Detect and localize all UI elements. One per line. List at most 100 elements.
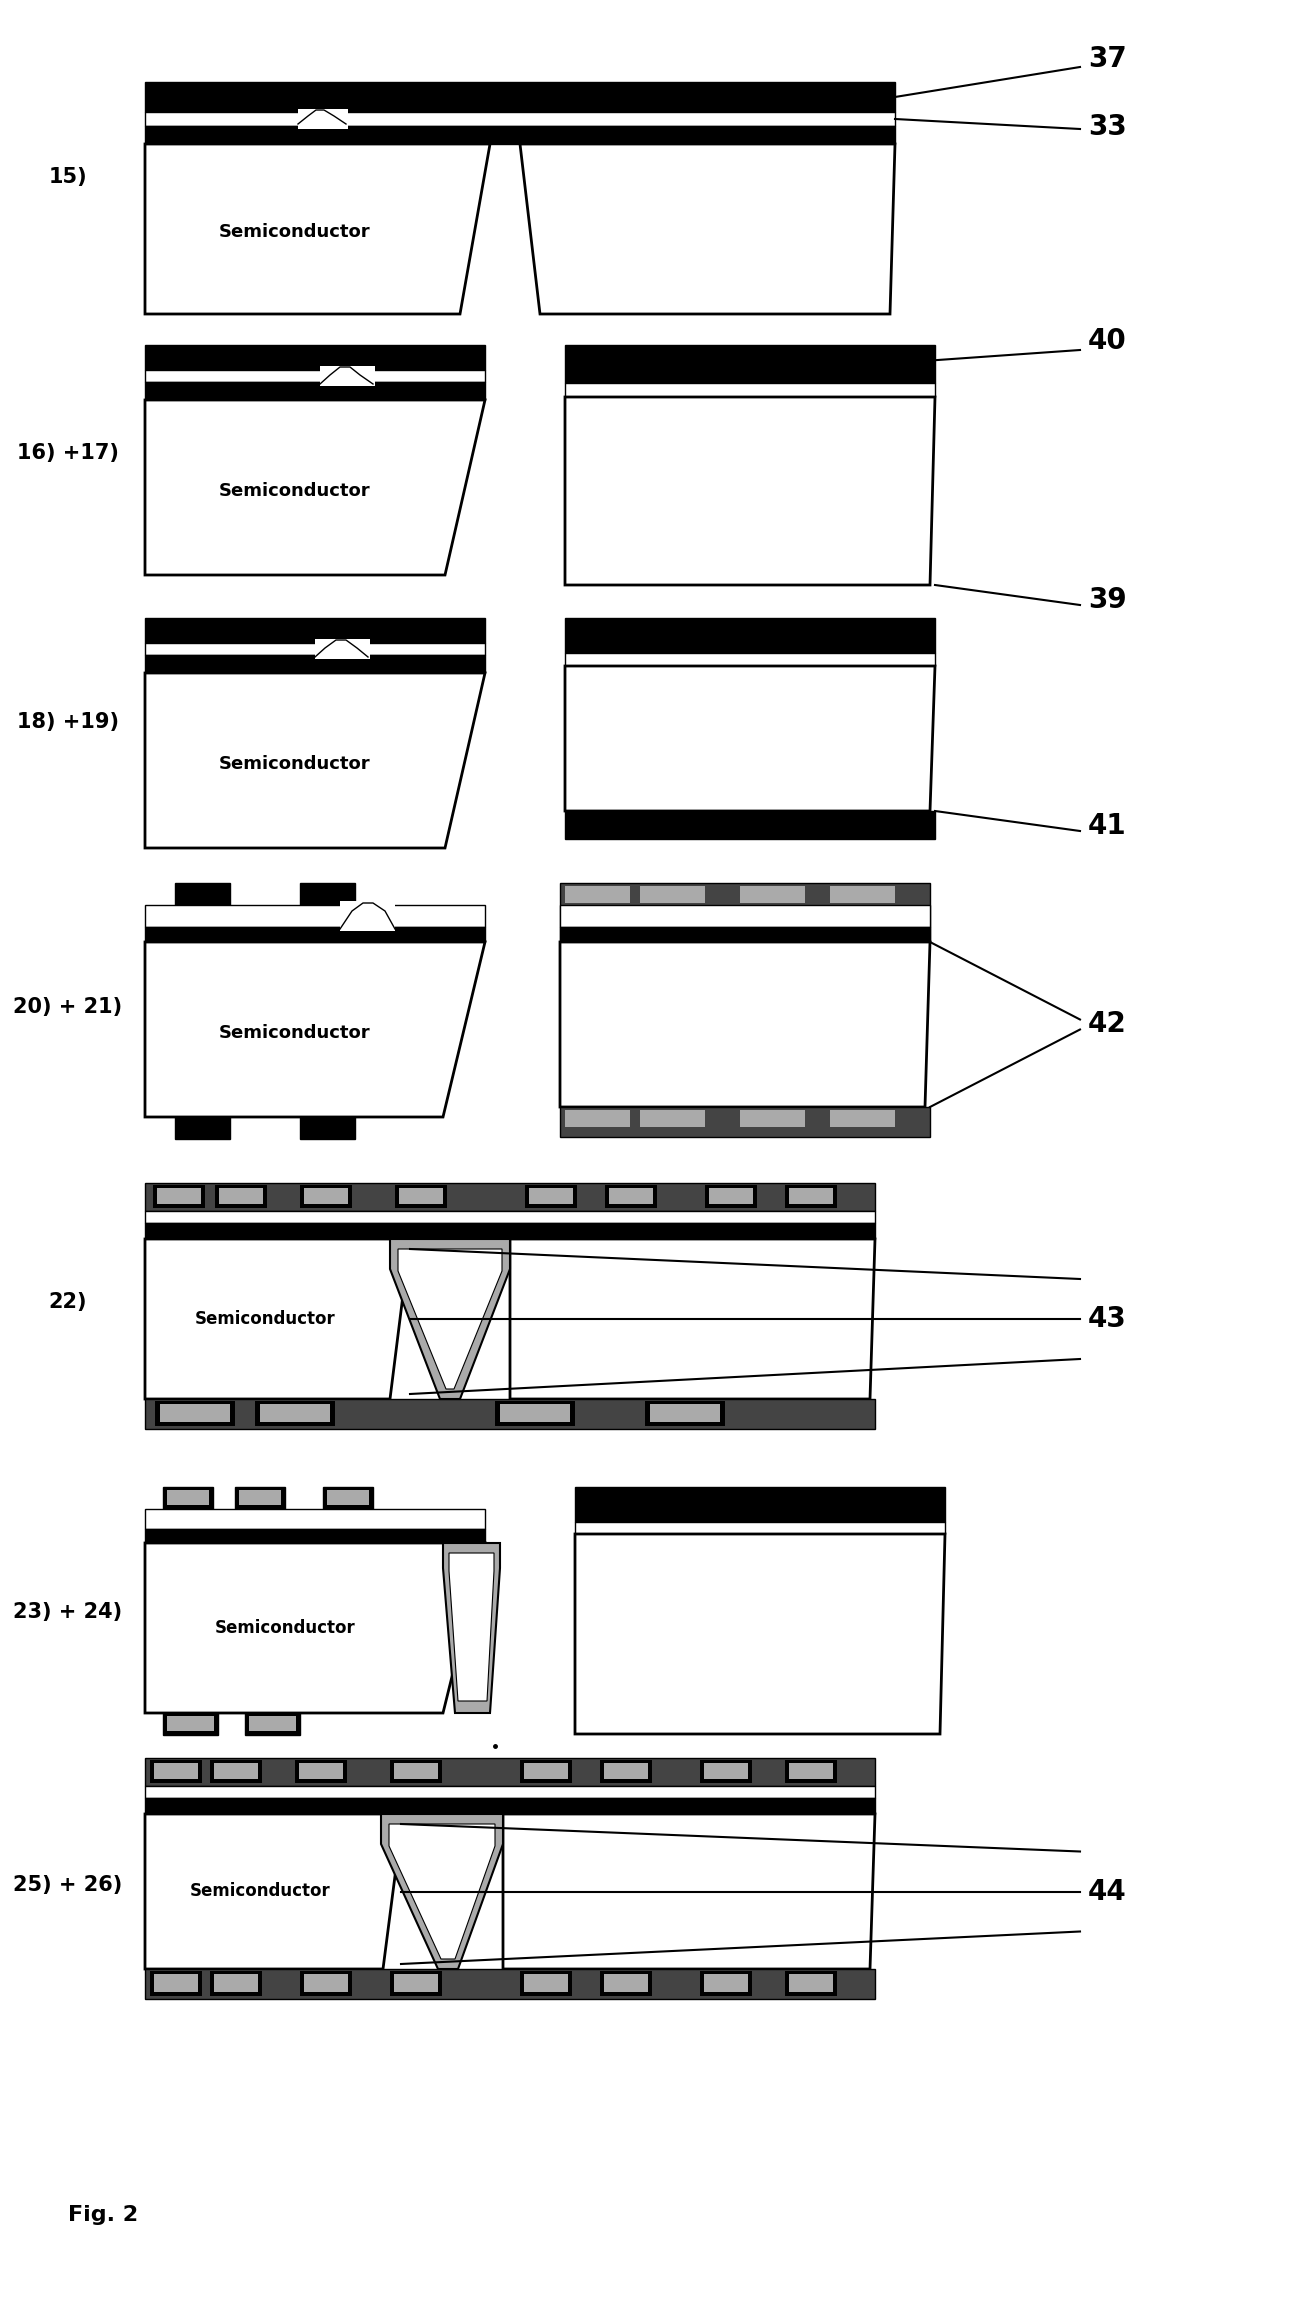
Bar bbox=[145, 381, 485, 400]
Polygon shape bbox=[443, 1542, 499, 1712]
Bar bbox=[524, 1974, 569, 1992]
Bar bbox=[235, 1487, 286, 1510]
Bar bbox=[704, 1974, 748, 1992]
Polygon shape bbox=[510, 1239, 875, 1399]
Bar bbox=[789, 1974, 833, 1992]
Bar bbox=[559, 1108, 930, 1138]
Bar bbox=[785, 1760, 837, 1783]
Polygon shape bbox=[565, 666, 935, 811]
Bar bbox=[245, 1712, 300, 1735]
Bar bbox=[319, 365, 376, 386]
Bar bbox=[145, 1223, 875, 1239]
Bar bbox=[167, 1717, 214, 1730]
Bar bbox=[295, 1760, 347, 1783]
Bar bbox=[145, 113, 895, 126]
Bar bbox=[399, 1188, 443, 1204]
Bar bbox=[739, 887, 805, 903]
Text: 41: 41 bbox=[1088, 811, 1127, 841]
Bar bbox=[210, 1972, 262, 1997]
Polygon shape bbox=[575, 1535, 945, 1735]
Bar bbox=[304, 1188, 348, 1204]
Bar bbox=[163, 1487, 213, 1510]
Bar bbox=[163, 1712, 218, 1735]
Polygon shape bbox=[449, 1553, 494, 1701]
Bar bbox=[609, 1188, 653, 1204]
Bar bbox=[145, 345, 485, 370]
Text: 25) + 26): 25) + 26) bbox=[13, 1875, 123, 1896]
Polygon shape bbox=[145, 145, 490, 315]
Bar bbox=[640, 1110, 705, 1126]
Bar bbox=[520, 1972, 572, 1997]
Bar bbox=[785, 1972, 837, 1997]
Bar bbox=[559, 905, 930, 926]
Bar bbox=[394, 1974, 438, 1992]
Bar bbox=[145, 370, 485, 381]
Bar bbox=[300, 882, 355, 905]
Text: Semiconductor: Semiconductor bbox=[219, 756, 370, 772]
Bar bbox=[145, 1510, 485, 1528]
Bar bbox=[640, 887, 705, 903]
Polygon shape bbox=[145, 400, 485, 574]
Bar bbox=[323, 1487, 373, 1510]
Text: 33: 33 bbox=[1088, 113, 1127, 140]
Bar bbox=[529, 1188, 572, 1204]
Bar bbox=[789, 1188, 833, 1204]
Text: 20) + 21): 20) + 21) bbox=[13, 997, 123, 1018]
Bar bbox=[704, 1763, 748, 1779]
Bar bbox=[394, 1763, 438, 1779]
Bar bbox=[785, 1186, 837, 1209]
Polygon shape bbox=[145, 1813, 403, 1969]
Text: 23) + 24): 23) + 24) bbox=[13, 1602, 123, 1622]
Polygon shape bbox=[398, 1250, 502, 1388]
Text: 37: 37 bbox=[1088, 46, 1127, 74]
Text: 15): 15) bbox=[48, 168, 87, 186]
Bar bbox=[340, 901, 395, 931]
Bar bbox=[145, 926, 485, 942]
Text: 22): 22) bbox=[48, 1291, 87, 1312]
Polygon shape bbox=[145, 1239, 409, 1399]
Bar bbox=[575, 1487, 945, 1521]
Bar bbox=[645, 1402, 725, 1427]
Polygon shape bbox=[381, 1813, 503, 1969]
Polygon shape bbox=[565, 398, 935, 586]
Bar bbox=[520, 1760, 572, 1783]
Polygon shape bbox=[520, 145, 895, 315]
Bar bbox=[565, 345, 935, 384]
Bar bbox=[526, 1186, 576, 1209]
Bar bbox=[175, 1117, 230, 1140]
Bar bbox=[705, 1186, 758, 1209]
Bar bbox=[145, 1528, 485, 1542]
Bar bbox=[316, 639, 370, 660]
Bar bbox=[395, 1186, 447, 1209]
Bar bbox=[300, 1972, 352, 1997]
Bar bbox=[215, 1186, 267, 1209]
Text: Semiconductor: Semiconductor bbox=[215, 1620, 356, 1636]
Text: Semiconductor: Semiconductor bbox=[219, 1025, 370, 1041]
Bar bbox=[700, 1760, 752, 1783]
Bar bbox=[709, 1188, 752, 1204]
Text: 42: 42 bbox=[1088, 1011, 1127, 1039]
Bar bbox=[145, 1758, 875, 1786]
Bar bbox=[145, 1786, 875, 1797]
Polygon shape bbox=[390, 1239, 510, 1399]
Polygon shape bbox=[145, 942, 485, 1117]
Bar bbox=[559, 926, 930, 942]
Bar bbox=[605, 1186, 657, 1209]
Bar bbox=[789, 1763, 833, 1779]
Bar bbox=[565, 1110, 630, 1126]
Bar bbox=[145, 1399, 875, 1429]
Bar bbox=[575, 1521, 945, 1535]
Polygon shape bbox=[389, 1825, 496, 1958]
Bar bbox=[831, 887, 895, 903]
Bar bbox=[249, 1717, 296, 1730]
Bar bbox=[559, 882, 930, 942]
Bar bbox=[214, 1974, 258, 1992]
Bar bbox=[831, 1110, 895, 1126]
Bar bbox=[300, 1117, 355, 1140]
Bar bbox=[153, 1186, 205, 1209]
Bar bbox=[524, 1763, 569, 1779]
Bar bbox=[604, 1974, 648, 1992]
Polygon shape bbox=[559, 942, 930, 1108]
Bar bbox=[565, 811, 935, 839]
Polygon shape bbox=[145, 1542, 485, 1712]
